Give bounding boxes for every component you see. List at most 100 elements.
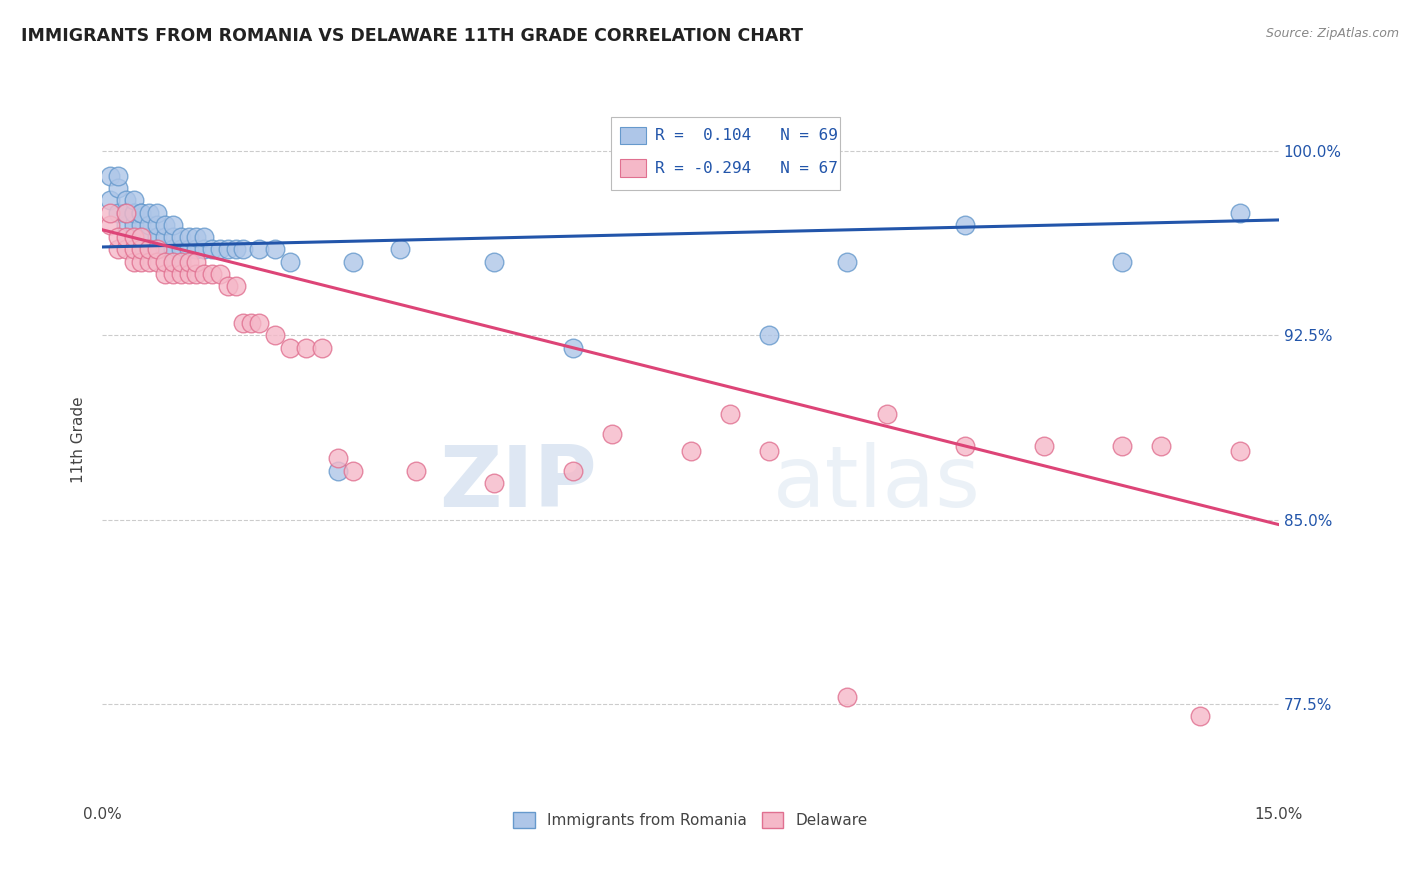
Point bbox=[311, 341, 333, 355]
Text: atlas: atlas bbox=[773, 442, 981, 524]
Point bbox=[138, 205, 160, 219]
Point bbox=[98, 169, 121, 183]
Point bbox=[1111, 254, 1133, 268]
Point bbox=[484, 475, 506, 490]
Point bbox=[342, 254, 364, 268]
Point bbox=[186, 243, 208, 257]
Point bbox=[114, 230, 136, 244]
Point bbox=[1111, 439, 1133, 453]
Point bbox=[201, 267, 224, 281]
Point bbox=[107, 181, 129, 195]
Point bbox=[122, 230, 145, 244]
Point bbox=[1032, 439, 1054, 453]
Point bbox=[186, 267, 208, 281]
Point bbox=[600, 426, 623, 441]
Point bbox=[177, 243, 200, 257]
Point bbox=[162, 218, 184, 232]
Point bbox=[240, 316, 263, 330]
Point bbox=[263, 328, 285, 343]
Point bbox=[107, 243, 129, 257]
Point bbox=[131, 205, 153, 219]
Point bbox=[405, 464, 427, 478]
Point bbox=[146, 205, 169, 219]
Point bbox=[1229, 205, 1251, 219]
Point bbox=[177, 267, 200, 281]
Point bbox=[247, 243, 270, 257]
Point bbox=[162, 254, 184, 268]
Text: ZIP: ZIP bbox=[439, 442, 596, 524]
Point bbox=[326, 464, 349, 478]
Point bbox=[122, 194, 145, 208]
Point bbox=[114, 205, 136, 219]
Y-axis label: 11th Grade: 11th Grade bbox=[72, 397, 86, 483]
Point bbox=[193, 267, 215, 281]
Point bbox=[98, 205, 121, 219]
Point bbox=[162, 254, 184, 268]
Point bbox=[263, 243, 285, 257]
Point bbox=[208, 243, 231, 257]
Point bbox=[162, 230, 184, 244]
Point bbox=[1229, 444, 1251, 458]
Point bbox=[718, 407, 741, 421]
Point bbox=[679, 444, 702, 458]
Point bbox=[131, 230, 153, 244]
Point bbox=[837, 254, 859, 268]
Point bbox=[114, 194, 136, 208]
Point bbox=[169, 254, 191, 268]
Point bbox=[131, 230, 153, 244]
Point bbox=[177, 230, 200, 244]
Point bbox=[177, 254, 200, 268]
Point bbox=[138, 243, 160, 257]
Text: Source: ZipAtlas.com: Source: ZipAtlas.com bbox=[1265, 27, 1399, 40]
Point bbox=[186, 230, 208, 244]
Point bbox=[193, 243, 215, 257]
Point bbox=[162, 243, 184, 257]
Legend: Immigrants from Romania, Delaware: Immigrants from Romania, Delaware bbox=[508, 806, 875, 835]
Point bbox=[153, 218, 176, 232]
Point bbox=[484, 254, 506, 268]
Text: R = -0.294   N = 67: R = -0.294 N = 67 bbox=[655, 161, 838, 176]
Point bbox=[114, 205, 136, 219]
Point bbox=[225, 243, 247, 257]
Point bbox=[114, 243, 136, 257]
Point bbox=[758, 444, 780, 458]
Point bbox=[561, 464, 583, 478]
Point bbox=[232, 316, 254, 330]
Point bbox=[98, 194, 121, 208]
Point bbox=[208, 267, 231, 281]
Point bbox=[953, 439, 976, 453]
Point bbox=[153, 230, 176, 244]
Point bbox=[389, 243, 412, 257]
Point bbox=[131, 205, 153, 219]
Text: R =  0.104   N = 69: R = 0.104 N = 69 bbox=[655, 128, 838, 143]
Point bbox=[114, 218, 136, 232]
Point bbox=[146, 254, 169, 268]
Point bbox=[1189, 709, 1212, 723]
Point bbox=[876, 407, 898, 421]
Point bbox=[280, 254, 302, 268]
Point bbox=[122, 254, 145, 268]
Point bbox=[146, 243, 169, 257]
Point bbox=[153, 243, 176, 257]
Point bbox=[561, 341, 583, 355]
Point bbox=[232, 243, 254, 257]
Point bbox=[326, 451, 349, 466]
Point bbox=[169, 267, 191, 281]
Point bbox=[217, 279, 239, 293]
Point bbox=[146, 243, 169, 257]
Point bbox=[153, 254, 176, 268]
Point bbox=[342, 464, 364, 478]
FancyBboxPatch shape bbox=[620, 160, 645, 177]
Point bbox=[98, 218, 121, 232]
Point bbox=[122, 218, 145, 232]
Point bbox=[953, 218, 976, 232]
Point bbox=[131, 243, 153, 257]
Point bbox=[1150, 439, 1173, 453]
Point bbox=[193, 230, 215, 244]
Point bbox=[122, 205, 145, 219]
Point bbox=[153, 267, 176, 281]
Point bbox=[162, 267, 184, 281]
Point bbox=[169, 243, 191, 257]
Point bbox=[758, 328, 780, 343]
FancyBboxPatch shape bbox=[620, 127, 645, 145]
